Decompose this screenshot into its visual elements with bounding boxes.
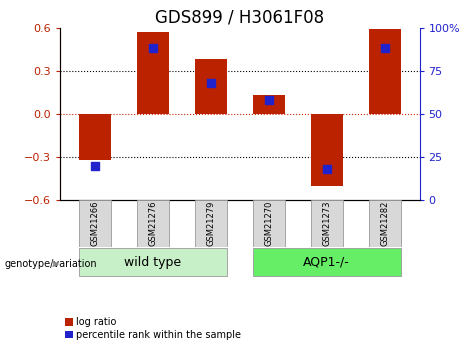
Text: GSM21276: GSM21276 xyxy=(148,201,157,246)
Text: GSM21279: GSM21279 xyxy=(206,201,215,246)
Text: AQP1-/-: AQP1-/- xyxy=(303,256,350,269)
FancyBboxPatch shape xyxy=(253,200,285,247)
Bar xyxy=(137,32,169,114)
Point xyxy=(323,166,331,172)
Bar xyxy=(79,114,111,160)
FancyBboxPatch shape xyxy=(253,248,401,276)
FancyBboxPatch shape xyxy=(79,200,111,247)
Bar xyxy=(369,29,401,114)
Title: GDS899 / H3061F08: GDS899 / H3061F08 xyxy=(155,8,324,26)
Point xyxy=(91,163,98,168)
Bar xyxy=(253,95,284,114)
Text: GSM21273: GSM21273 xyxy=(322,201,331,246)
FancyBboxPatch shape xyxy=(195,200,227,247)
Bar xyxy=(311,114,343,186)
Text: GSM21266: GSM21266 xyxy=(90,201,99,246)
Point xyxy=(381,46,389,51)
FancyBboxPatch shape xyxy=(137,200,169,247)
Text: wild type: wild type xyxy=(124,256,181,269)
FancyBboxPatch shape xyxy=(311,200,343,247)
Point xyxy=(265,97,272,103)
Point xyxy=(149,46,156,51)
Text: GSM21270: GSM21270 xyxy=(264,201,273,246)
Text: GSM21282: GSM21282 xyxy=(380,201,389,246)
FancyBboxPatch shape xyxy=(369,200,401,247)
FancyBboxPatch shape xyxy=(79,248,227,276)
Bar xyxy=(195,59,227,114)
Text: genotype/variation: genotype/variation xyxy=(5,259,97,269)
Point xyxy=(207,80,214,86)
Legend: log ratio, percentile rank within the sample: log ratio, percentile rank within the sa… xyxy=(65,317,242,340)
